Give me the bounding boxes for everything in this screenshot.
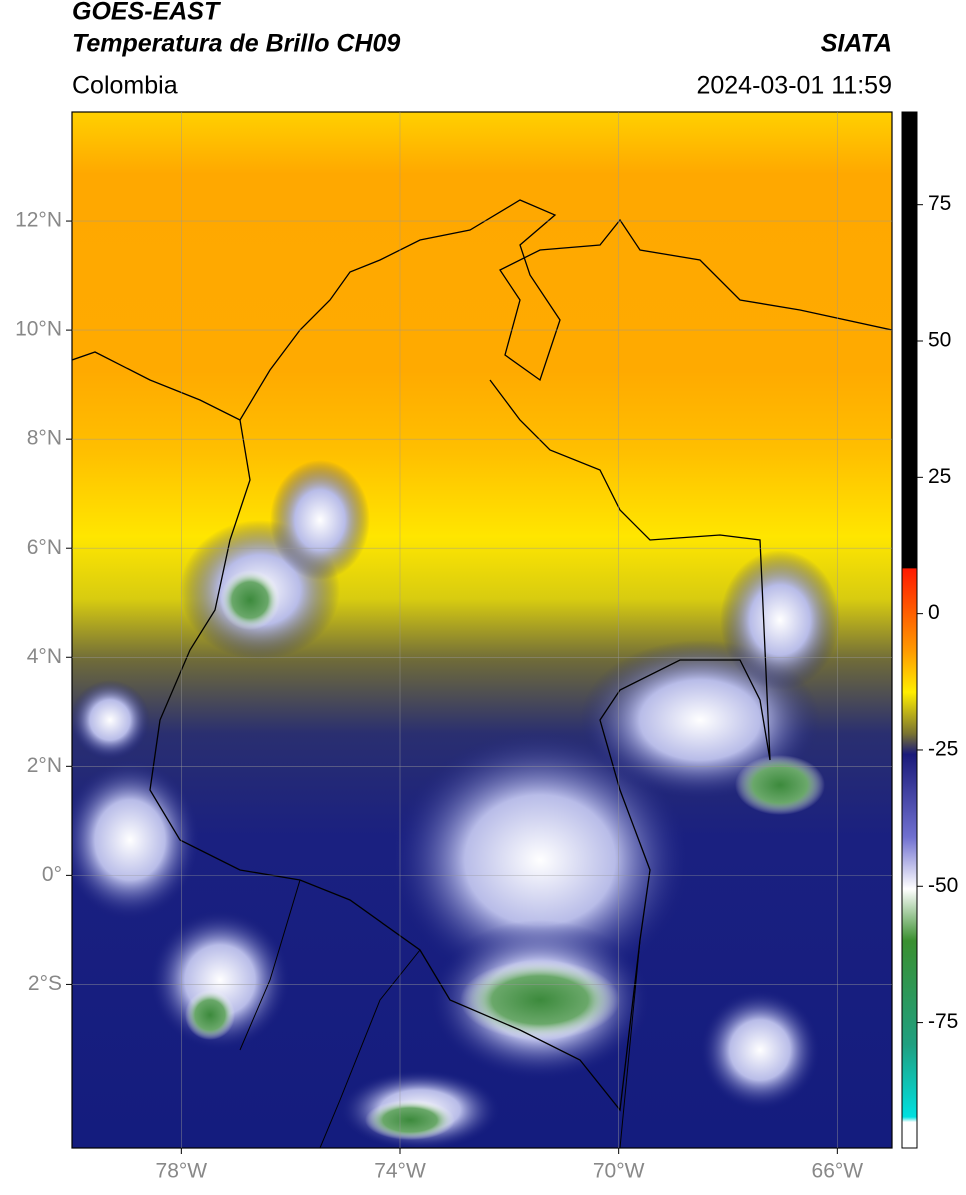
y-tick-label: 2°S	[28, 972, 62, 995]
x-tick-label: 66°W	[812, 1160, 864, 1183]
colorbar-tick-label: 50	[928, 329, 951, 352]
subtitle: Temperatura de Brillo CH09	[72, 30, 400, 58]
colorbar-tick-label: 25	[928, 465, 951, 488]
y-tick-label: 2°N	[27, 754, 62, 777]
y-tick-label: 0°	[42, 863, 62, 886]
x-tick-label: 70°W	[593, 1160, 645, 1183]
y-tick-label: 12°N	[15, 209, 62, 232]
colorbar-tick-label: -25	[928, 738, 958, 761]
title: GOES-EAST	[72, 0, 222, 26]
y-tick-label: 6°N	[27, 536, 62, 559]
y-tick-label: 4°N	[27, 645, 62, 668]
colorbar-tick-label: -50	[928, 874, 958, 897]
y-tick-label: 10°N	[15, 318, 62, 341]
datetime: 2024-03-01 11:59	[696, 72, 892, 100]
colorbar-tick-label: 75	[928, 192, 951, 215]
colorbar-tick-label: -75	[928, 1010, 958, 1033]
imagery	[72, 112, 892, 1148]
y-tick-label: 8°N	[27, 427, 62, 450]
region: Colombia	[72, 72, 178, 100]
x-tick-label: 78°W	[156, 1160, 208, 1183]
colorbar-tick-label: 0	[928, 601, 940, 624]
x-tick-label: 74°W	[374, 1160, 426, 1183]
colorbar	[901, 111, 918, 1149]
map-frame	[71, 111, 893, 1149]
source: SIATA	[821, 30, 892, 58]
